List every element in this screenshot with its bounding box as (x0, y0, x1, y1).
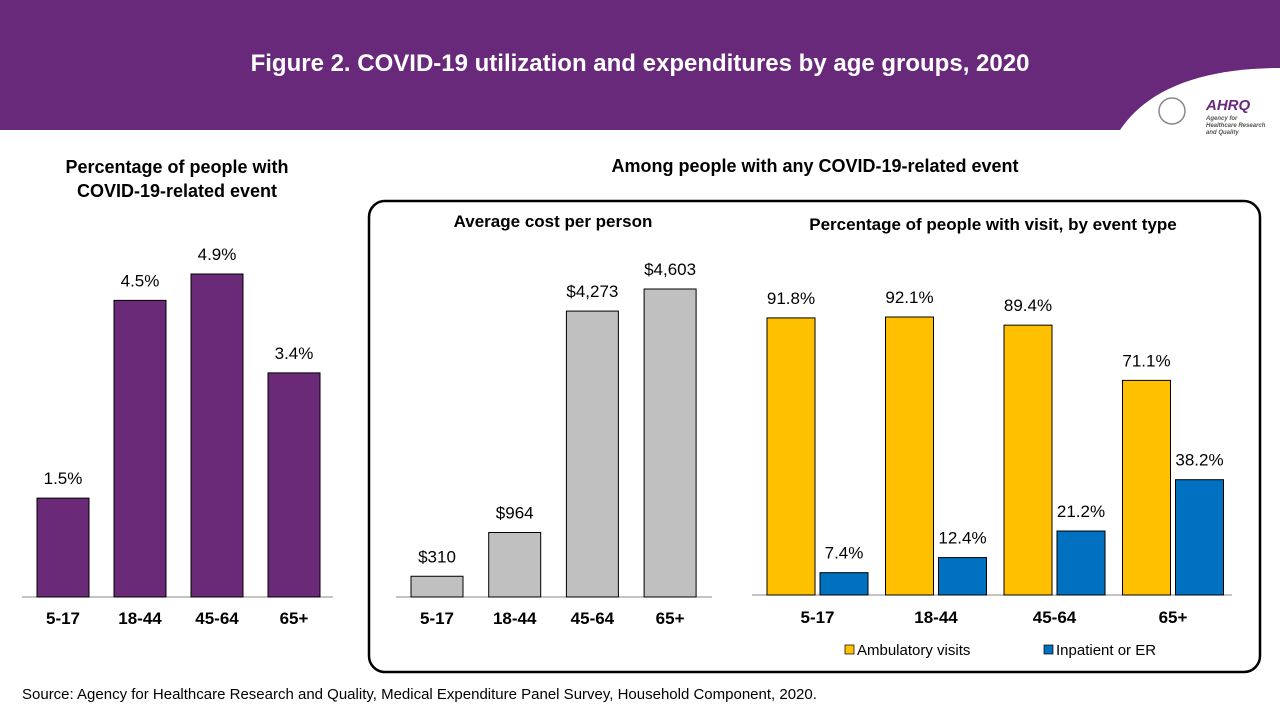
bar (267, 372, 321, 598)
chart-title: Percentage of people with COVID-19-relat… (65, 157, 289, 201)
data-label: 71.1% (1122, 351, 1170, 370)
legend-swatch (1043, 644, 1054, 655)
bar (1056, 530, 1106, 596)
bar (1122, 379, 1171, 596)
x-tick-label: 5-17 (420, 609, 454, 628)
bar (819, 572, 869, 596)
x-tick-label: 5-17 (46, 609, 80, 628)
data-label: $4,273 (566, 282, 618, 301)
slide-title: Figure 2. COVID-19 utilization and expen… (250, 50, 1030, 77)
data-label: 7.4% (825, 544, 864, 563)
chart-title: Average cost per person (453, 212, 653, 231)
data-label: 91.8% (767, 289, 815, 308)
bar (488, 531, 542, 598)
x-tick-label: 18-44 (914, 608, 958, 627)
data-label: $310 (418, 547, 456, 566)
group-heading: Among people with any COVID-19-related e… (611, 156, 1019, 176)
data-label: 4.9% (198, 245, 237, 264)
group-box (367, 199, 1262, 674)
bar (1175, 479, 1224, 596)
bar (113, 299, 167, 598)
title-band (0, 0, 1280, 130)
data-label: 1.5% (44, 469, 83, 488)
data-label: 4.5% (121, 271, 160, 290)
x-tick-label: 18-44 (118, 609, 162, 628)
data-label: 3.4% (275, 344, 314, 363)
x-tick-label: 45-64 (571, 609, 615, 628)
x-tick-label: 65+ (280, 609, 309, 628)
x-tick-label: 18-44 (493, 609, 537, 628)
logo-seal (1158, 97, 1186, 125)
x-tick-label: 45-64 (195, 609, 239, 628)
x-tick-label: 5-17 (800, 608, 834, 627)
data-label: 12.4% (938, 529, 986, 548)
bar (36, 497, 90, 598)
bar (1003, 324, 1053, 596)
data-label: 92.1% (885, 288, 933, 307)
data-label: 21.2% (1057, 502, 1105, 521)
data-label: $4,603 (644, 260, 696, 279)
legend-swatch (844, 644, 855, 655)
x-tick-label: 45-64 (1033, 608, 1077, 627)
x-tick-label: 65+ (1159, 608, 1188, 627)
data-label: $964 (496, 503, 534, 522)
data-label: 89.4% (1004, 296, 1052, 315)
bar (565, 310, 619, 598)
bar (643, 288, 697, 598)
bar (410, 575, 464, 598)
legend-label: Ambulatory visits (857, 642, 970, 659)
logo-text: Agency for Healthcare Research and Quali… (1206, 116, 1266, 136)
bar (190, 273, 244, 598)
legend-label: Inpatient or ER (1056, 642, 1156, 659)
chart-title: Percentage of people with visit, by even… (809, 215, 1177, 234)
bar (766, 317, 816, 596)
x-tick-label: 65+ (656, 609, 685, 628)
data-label: 38.2% (1175, 451, 1223, 470)
logo-name: AHRQ (1205, 97, 1250, 114)
bar (938, 557, 987, 596)
source-note: Source: Agency for Healthcare Research a… (22, 686, 817, 703)
bar (885, 316, 934, 596)
